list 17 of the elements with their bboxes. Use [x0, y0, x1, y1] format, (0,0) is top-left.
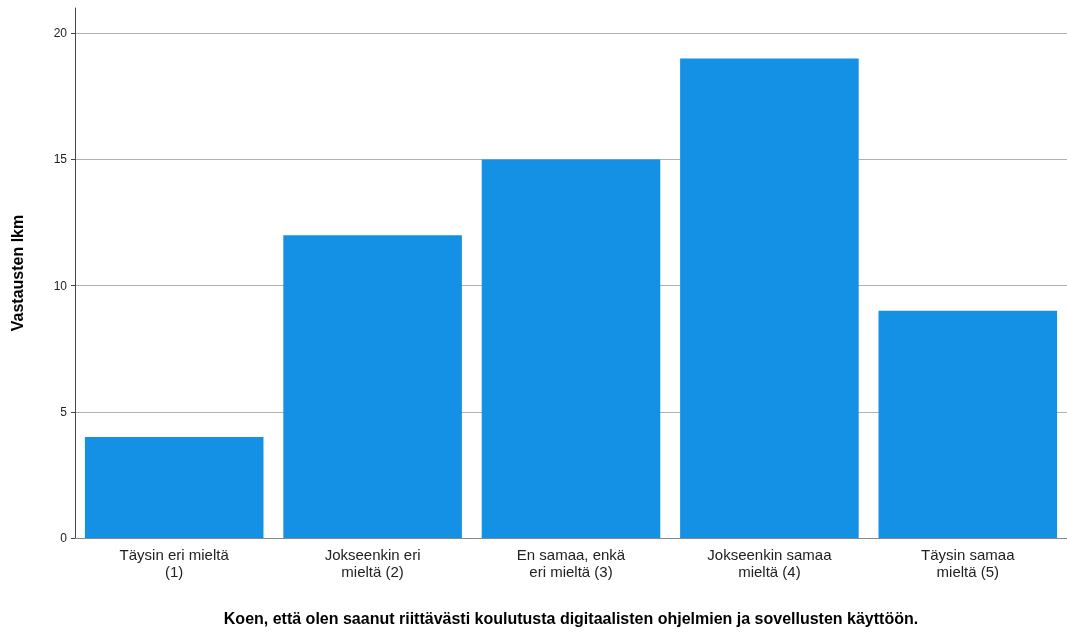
bar: [680, 58, 859, 538]
y-tick-label: 10: [53, 278, 68, 293]
x-tick-label: Jokseenkin samaa mieltä (4): [707, 546, 833, 580]
x-axis-title: Koen, että olen saanut riittävästi koulutusta digitaalisten ohjelmien ja sovellusten käyttöön.: [223, 609, 919, 627]
bar: [878, 310, 1058, 538]
y-tick-label: 20: [53, 26, 68, 41]
y-axis-title: Vastausten lkm: [8, 214, 26, 332]
x-tick-label: Täysin eri mieltä (1): [119, 546, 230, 580]
x-tick-label: En samaa, enkä eri mieltä (3): [516, 546, 626, 580]
x-tick-label: Täysin samaa mieltä (5): [921, 546, 1016, 580]
bar: [84, 437, 264, 538]
y-tick-label: 5: [60, 404, 68, 419]
x-tick-label: Jokseenkin eri mieltä (2): [324, 546, 421, 580]
bar: [283, 235, 462, 538]
y-tick-label: 15: [53, 152, 68, 167]
bar: [481, 159, 661, 538]
y-tick-label: 0: [60, 531, 68, 545]
